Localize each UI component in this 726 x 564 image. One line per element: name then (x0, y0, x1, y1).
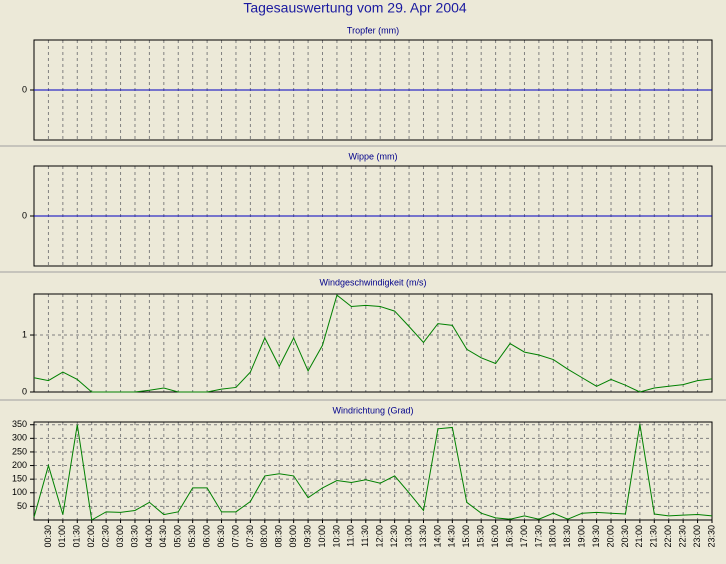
y-tick-label: 350 (12, 419, 27, 429)
x-tick-label: 08:30 (274, 525, 284, 548)
x-tick-label: 13:30 (418, 525, 428, 548)
x-tick-label: 08:00 (259, 525, 269, 548)
y-tick-label: 150 (12, 474, 27, 484)
x-tick-label: 21:00 (634, 525, 644, 548)
y-tick-label: 0 (22, 84, 27, 94)
x-tick-label: 10:30 (331, 525, 341, 548)
y-tick-label: 50 (17, 501, 27, 511)
x-tick-label: 07:30 (245, 525, 255, 548)
x-tick-label: 05:00 (173, 525, 183, 548)
plot-frame (33, 293, 713, 393)
y-tick-label: 200 (12, 460, 27, 470)
x-tick-label: 02:30 (101, 525, 111, 548)
plot-frame (33, 421, 713, 521)
x-tick-label: 19:30 (591, 525, 601, 548)
x-tick-label: 14:30 (447, 525, 457, 548)
x-tick-label: 20:00 (605, 525, 615, 548)
x-tick-label: 09:30 (302, 525, 312, 548)
x-tick-label: 15:30 (476, 525, 486, 548)
panel-title: Tropfer (mm) (347, 25, 399, 35)
x-tick-label: 17:00 (519, 525, 529, 548)
x-tick-label: 09:00 (288, 525, 298, 548)
x-tick-label: 15:00 (461, 525, 471, 548)
x-tick-label: 22:00 (663, 525, 673, 548)
x-tick-label: 18:30 (562, 525, 572, 548)
y-tick-label: 1 (22, 329, 27, 339)
x-tick-label: 23:00 (692, 525, 702, 548)
x-tick-label: 03:30 (129, 525, 139, 548)
x-tick-label: 22:30 (678, 525, 688, 548)
x-tick-label: 14:00 (432, 525, 442, 548)
y-tick-label: 300 (12, 433, 27, 443)
x-tick-label: 18:00 (548, 525, 558, 548)
x-tick-label: 00:30 (43, 525, 53, 548)
panel-title: Wippe (mm) (349, 151, 398, 161)
x-tick-label: 12:30 (389, 525, 399, 548)
x-tick-label: 03:00 (115, 525, 125, 548)
y-tick-label: 0 (22, 386, 27, 396)
x-tick-label: 12:00 (375, 525, 385, 548)
x-tick-label: 20:30 (620, 525, 630, 548)
x-tick-label: 06:00 (201, 525, 211, 548)
x-tick-label: 23:30 (706, 525, 716, 548)
x-tick-label: 11:00 (346, 525, 356, 547)
panel-title: Windrichtung (Grad) (332, 405, 413, 415)
x-tick-label: 10:00 (317, 525, 327, 548)
x-tick-label: 05:30 (187, 525, 197, 548)
x-tick-label: 16:00 (490, 525, 500, 548)
x-tick-label: 13:00 (403, 525, 413, 548)
x-tick-label: 06:30 (216, 525, 226, 548)
x-tick-label: 04:30 (158, 525, 168, 548)
data-line (33, 424, 713, 521)
x-tick-label: 19:00 (577, 525, 587, 548)
x-tick-label: 01:30 (72, 525, 82, 548)
x-tick-label: 21:30 (649, 525, 659, 548)
data-line (33, 294, 713, 393)
x-tick-label: 07:00 (230, 525, 240, 548)
y-tick-label: 0 (22, 210, 27, 220)
y-tick-label: 250 (12, 446, 27, 456)
panel-title: Windgeschwindigkeit (m/s) (319, 277, 426, 287)
x-tick-label: 16:30 (504, 525, 514, 548)
x-tick-label: 11:30 (360, 525, 370, 547)
x-tick-label: 17:30 (533, 525, 543, 548)
page-title: Tagesauswertung vom 29. Apr 2004 (243, 0, 467, 16)
x-tick-label: 02:00 (86, 525, 96, 548)
x-tick-label: 04:00 (144, 525, 154, 548)
y-tick-label: 100 (12, 487, 27, 497)
x-tick-label: 01:00 (57, 525, 67, 548)
